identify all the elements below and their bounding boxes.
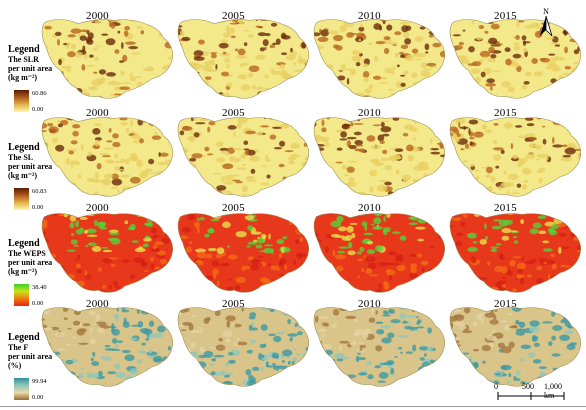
year-label: 2010 xyxy=(358,10,381,22)
north-label: N xyxy=(543,7,549,16)
legend-unit: (%) xyxy=(8,361,22,370)
year-label: 2015 xyxy=(494,107,517,119)
bottom-rule xyxy=(0,406,586,407)
map-panel-1-2005 xyxy=(177,18,310,99)
year-label: 2005 xyxy=(222,298,245,310)
legend-per-unit: per unit area xyxy=(8,162,53,171)
legend-color-ramp xyxy=(14,284,29,306)
year-label: 2005 xyxy=(222,10,245,22)
map-panel-4-2010 xyxy=(313,306,446,387)
year-label: 2000 xyxy=(86,202,109,214)
map-panel-1-2010 xyxy=(313,18,446,99)
year-label: 2010 xyxy=(358,202,381,214)
legend-color-ramp xyxy=(14,188,29,210)
year-label: 2015 xyxy=(494,202,517,214)
legend-min-value: 0.00 xyxy=(32,106,44,113)
map-panel-1-2000 xyxy=(41,18,174,99)
legend-color-ramp xyxy=(14,90,29,112)
legend-min-value: 0.00 xyxy=(32,204,44,211)
legend-max-value: 60.86 xyxy=(32,90,47,97)
legend-title: Legend xyxy=(8,142,40,153)
map-panel-3-2010 xyxy=(313,212,446,293)
north-arrow: N xyxy=(540,7,553,37)
legend-unit: (kg m⁻²) xyxy=(8,171,38,180)
map-panel-3-2015 xyxy=(449,212,582,293)
map-panel-3-2005 xyxy=(177,212,310,293)
map-panel-2-2005 xyxy=(177,116,310,197)
legend-max-value: 60.83 xyxy=(32,188,47,195)
map-panel-4-2015 xyxy=(449,306,582,387)
legend-title: Legend xyxy=(8,332,40,343)
year-label: 2010 xyxy=(358,298,381,310)
year-label: 2015 xyxy=(494,298,517,310)
map-panel-1-2015 xyxy=(449,18,582,99)
map-panel-2-2000 xyxy=(41,116,174,197)
year-label: 2010 xyxy=(358,107,381,119)
map-panel-2-2015 xyxy=(449,116,582,197)
year-label: 2015 xyxy=(494,10,517,22)
legend-row-1: Legend The SLR per unit area (kg m⁻²) 60.86 0… xyxy=(8,44,53,113)
year-label: 2000 xyxy=(86,107,109,119)
legend-variable: The SL xyxy=(8,153,34,162)
map-panel-2-2010 xyxy=(313,116,446,197)
legend-per-unit: per unit area xyxy=(8,352,53,361)
legend-variable: The F xyxy=(8,343,29,352)
map-panel-4-2000 xyxy=(41,306,174,387)
year-label: 2005 xyxy=(222,202,245,214)
legend-row-3: Legend The WEPS per unit area (kg m⁻²) 38.40… xyxy=(8,238,53,307)
map-panel-4-2005 xyxy=(177,306,310,387)
year-label: 2000 xyxy=(86,298,109,310)
legend-title: Legend xyxy=(8,238,40,249)
legend-color-ramp xyxy=(14,378,29,400)
legend-max-value: 38.40 xyxy=(32,284,47,291)
legend-max-value: 99.94 xyxy=(32,378,47,385)
legend-row-2: Legend The SL per unit area (kg m⁻²) 60.83 0.… xyxy=(8,142,53,211)
legend-per-unit: per unit area xyxy=(8,258,53,267)
scale-label-1000: 1,000 km xyxy=(544,382,562,400)
year-label: 2005 xyxy=(222,107,245,119)
legend-per-unit: per unit area xyxy=(8,64,53,73)
scale-label-0: 0 xyxy=(494,382,498,391)
legend-min-value: 0.00 xyxy=(32,394,44,401)
scale-label-500: 500 xyxy=(522,382,534,391)
legend-unit: (kg m⁻²) xyxy=(8,267,38,276)
legend-variable: The WEPS xyxy=(8,249,46,258)
map-panel-3-2000 xyxy=(41,212,174,293)
legend-min-value: 0.00 xyxy=(32,300,44,307)
year-label: 2000 xyxy=(86,10,109,22)
legend-title: Legend xyxy=(8,44,40,55)
legend-variable: The SLR xyxy=(8,55,39,64)
legend-unit: (kg m⁻²) xyxy=(8,73,38,82)
scale-bar: 0 500 1,000 km xyxy=(492,380,572,406)
